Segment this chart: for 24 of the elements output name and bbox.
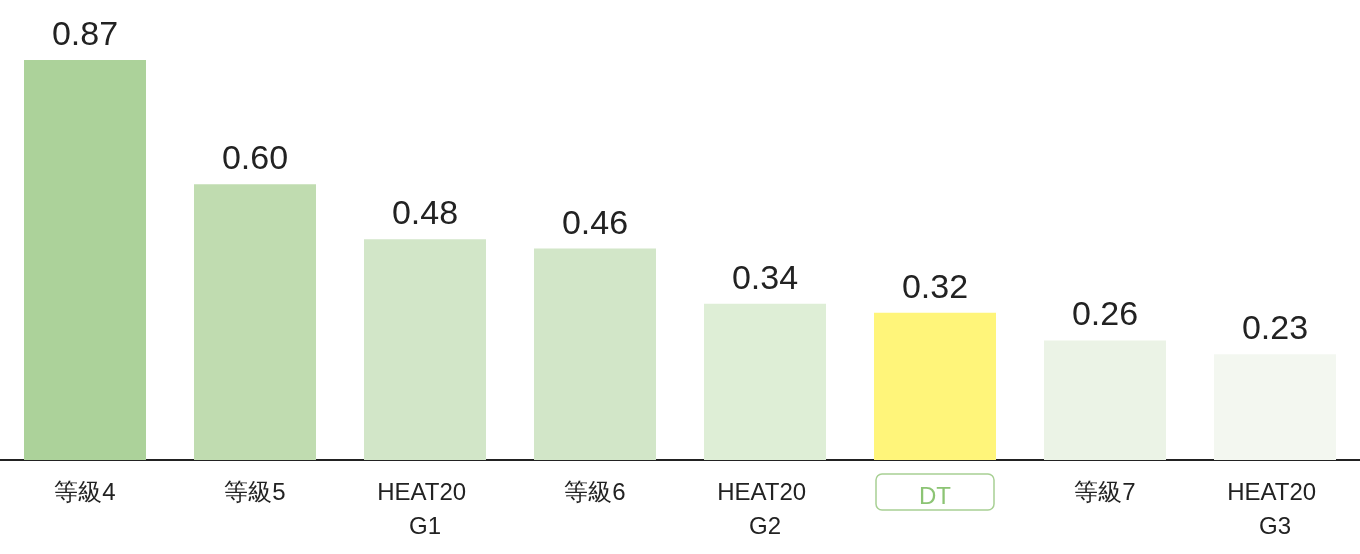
bar — [24, 60, 146, 460]
bar — [364, 239, 486, 460]
data-label: 0.60 — [221, 138, 289, 177]
x-tick-label: HEAT20 G3 — [1227, 477, 1323, 539]
data-label: 0.87 — [51, 14, 119, 52]
x-tick-label: 等級7 — [1074, 477, 1136, 505]
bar — [1214, 354, 1336, 460]
x-tick-label: 等級6 — [564, 477, 626, 505]
data-label: 0.23 — [1241, 308, 1309, 347]
data-label: 0.34 — [731, 257, 799, 296]
x-tick-label: HEAT20 G1 — [377, 477, 473, 539]
bar — [874, 312, 996, 460]
data-label: 0.46 — [561, 202, 629, 241]
data-label: 0.48 — [391, 193, 459, 232]
bar — [194, 184, 316, 460]
bar — [1044, 340, 1166, 460]
x-tick-label: DT — [919, 481, 952, 509]
bar — [534, 248, 656, 460]
data-label: 0.32 — [901, 266, 969, 305]
x-tick-label: 等級5 — [224, 477, 286, 505]
x-tick-label: 等級4 — [54, 477, 116, 505]
bar — [704, 303, 826, 460]
data-label: 0.26 — [1071, 294, 1139, 333]
x-tick-label: HEAT20 G2 — [717, 477, 813, 539]
